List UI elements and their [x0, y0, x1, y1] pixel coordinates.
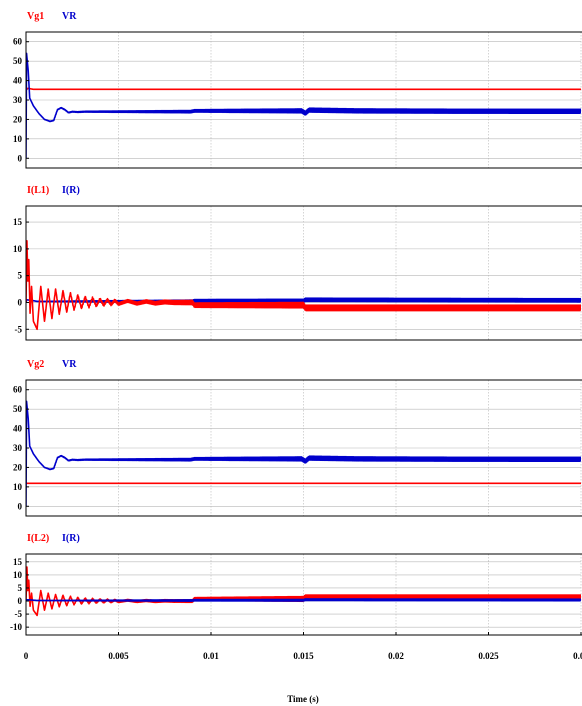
legend-item-vr: VR	[62, 11, 77, 22]
legend-item-i-r-: I(R)	[62, 533, 80, 544]
x-tick-label: 0.03	[573, 651, 582, 661]
legend: Vg1 VR	[27, 11, 77, 22]
y-tick-label: 10	[13, 244, 23, 254]
legend-item-i-l1-: I(L1)	[27, 185, 49, 196]
y-tick-label: 10	[13, 134, 23, 144]
legend-item-vr: VR	[62, 359, 77, 370]
y-tick-label: 40	[13, 424, 23, 434]
y-tick-label: 50	[13, 404, 23, 414]
y-axis: -5 0 5 10 15	[13, 217, 29, 334]
x-tick-label: 0.01	[203, 651, 219, 661]
x-tick-label: 0.005	[108, 651, 129, 661]
y-tick-label: 15	[13, 557, 23, 567]
y-tick-label: 50	[13, 56, 23, 66]
y-tick-label: 60	[13, 37, 23, 47]
legend-item-i-r-: I(R)	[62, 185, 80, 196]
legend-item-vg2: Vg2	[27, 359, 44, 370]
x-tick-label: 0.02	[388, 651, 404, 661]
grid	[25, 380, 582, 516]
legend-item-i-l2-: I(L2)	[27, 533, 49, 544]
x-axis: 0 0.005 0.01 0.015 0.02 0.025 0.03 Time (s)	[24, 632, 582, 704]
y-tick-label: 30	[13, 95, 23, 105]
y-tick-label: -10	[10, 622, 22, 632]
y-axis: -10 -5 0 5 10 15	[10, 557, 29, 632]
legend-item-vg1: Vg1	[27, 11, 44, 22]
chart-panel-1: 0 10 20 30 40 50 60 Vg1 VR	[13, 11, 582, 169]
series-group	[26, 52, 581, 159]
grid	[25, 32, 582, 168]
y-tick-label: 10	[13, 482, 23, 492]
plot-frame	[25, 205, 582, 341]
series-vr	[26, 52, 581, 159]
y-tick-label: 5	[18, 271, 23, 281]
y-tick-label: 5	[18, 583, 23, 593]
legend: I(L2) I(R)	[27, 533, 80, 544]
series-i-r-	[26, 598, 581, 602]
y-tick-label: 60	[13, 385, 23, 395]
y-tick-label: 20	[13, 114, 23, 124]
y-axis: 0 10 20 30 40 50 60	[13, 385, 29, 511]
y-tick-label: 20	[13, 462, 23, 472]
y-tick-label: 30	[13, 443, 23, 453]
y-tick-label: -5	[15, 324, 23, 334]
chart-panel-4: -10 -5 0 5 10 15 I(L2) I(R)	[10, 533, 582, 636]
y-tick-label: 0	[18, 501, 23, 511]
x-axis-label: Time (s)	[287, 694, 319, 704]
x-tick-label: 0.015	[293, 651, 314, 661]
chart-panel-3: 0 10 20 30 40 50 60 Vg2 VR	[13, 359, 582, 517]
chart-panel-2: -5 0 5 10 15 I(L1) I(R)	[13, 185, 582, 341]
x-tick-label: 0	[24, 651, 29, 661]
y-tick-label: 0	[18, 153, 23, 163]
y-tick-label: 0	[18, 596, 23, 606]
legend: Vg2 VR	[27, 359, 77, 370]
series-i-l1-	[26, 240, 581, 331]
series-group	[26, 240, 581, 331]
series-vg1	[26, 87, 581, 91]
series-group	[26, 400, 581, 507]
y-tick-label: 40	[13, 76, 23, 86]
legend: I(L1) I(R)	[27, 185, 80, 196]
y-tick-label: -5	[15, 609, 23, 619]
series-group	[26, 566, 581, 617]
x-tick-label: 0.025	[478, 651, 499, 661]
plot-frame	[25, 553, 582, 636]
y-tick-label: 10	[13, 570, 23, 580]
y-tick-label: 0	[18, 297, 23, 307]
y-axis: 0 10 20 30 40 50 60	[13, 37, 29, 163]
series-vr	[26, 400, 581, 507]
grid	[25, 206, 582, 340]
y-tick-label: 15	[13, 217, 23, 227]
